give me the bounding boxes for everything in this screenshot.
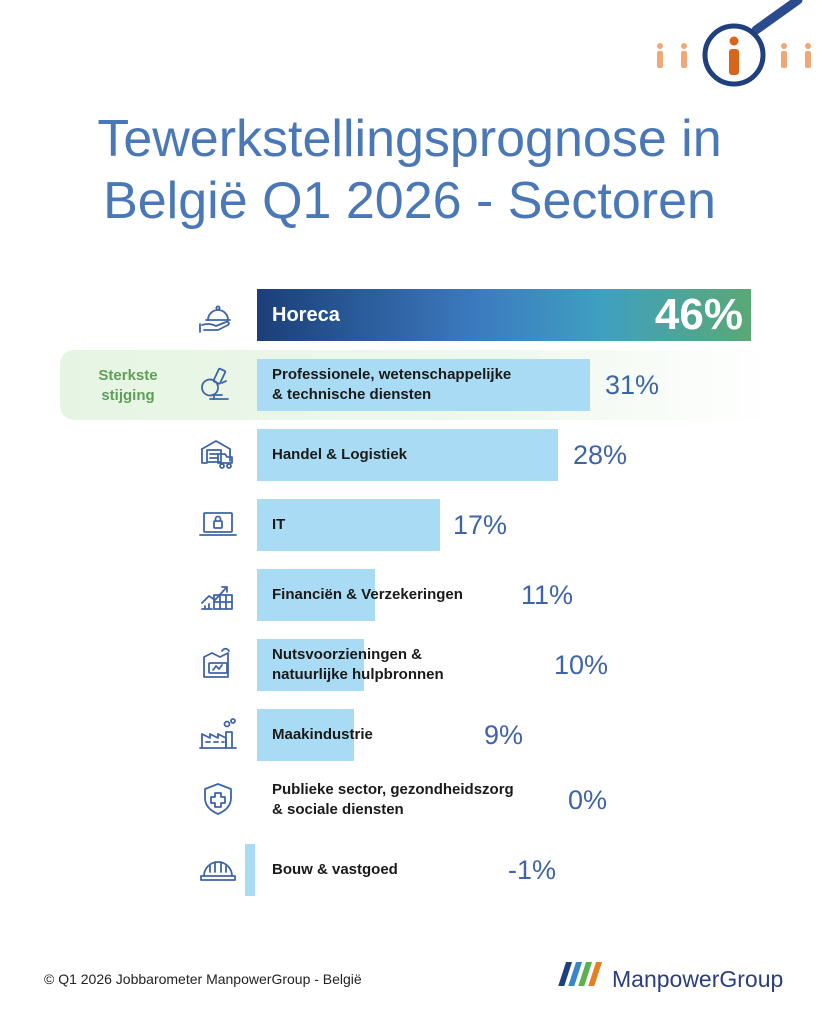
microscope-icon [196,363,240,407]
chart-row: Financiën & Verzekeringen 11% [0,565,819,625]
bar-label: IT [272,495,285,555]
chart-row: Handel & Logistiek 28% [0,425,819,485]
shield-cross-icon [196,778,240,822]
bar [257,499,440,551]
hard-hat-icon [196,848,240,892]
brand-name: ManpowerGroup [612,966,784,992]
chart-row: Professionele, wetenschappelijke & techni… [0,355,819,415]
bar-label: Financiën & Verzekeringen [272,565,463,625]
logo-stripe-3 [578,962,593,986]
bar-value-label: -1% [508,854,557,885]
laptop-lock-icon [196,503,240,547]
bar-value-label: 0% [568,784,608,815]
bar-label-line: Maakindustrie [272,726,373,743]
cloche-serving-icon [196,293,240,337]
bar-label-line: Bouw & vastgoed [272,861,398,878]
page-title: Tewerkstellingsprognose in België Q1 202… [0,108,819,232]
factory-icon [196,713,240,757]
bar [257,289,751,341]
bar [245,844,255,896]
bar [257,639,364,691]
bar [257,569,375,621]
chart-row: Publieke sector, gezondheidszorg & social… [0,770,819,830]
strongest-increase-label: Sterkste stijging [78,366,178,406]
bar-label: Maakindustrie [272,705,373,765]
copyright-text: © Q1 2026 Jobbarometer ManpowerGroup - B… [44,971,362,987]
warehouse-truck-icon [196,433,240,477]
bar-label: Nutsvoorzieningen & natuurlijke hulpbronn… [272,635,444,695]
chart-row: Horeca 46% [0,285,819,345]
bar-label-line: IT [272,516,286,533]
bar-label-line: & technische diensten [272,386,432,403]
chart-row: IT 17% [0,495,819,555]
bar-label: Publieke sector, gezondheidszorg & social… [272,770,514,830]
bar-label-line: natuurlijke hulpbronnen [272,666,444,683]
bar-label-line: Publieke sector, gezondheidszorg [272,781,514,798]
chart-row: Nutsvoorzieningen & natuurlijke hulpbronn… [0,635,819,695]
bar-label: Handel & Logistiek [272,425,407,485]
chart-row: Maakindustrie 9% [0,705,819,765]
bar-label: Professionele, wetenschappelijke & techni… [272,355,511,415]
bar-label-line: Professionele, wetenschappelijke [272,366,512,383]
bar-label: Horeca [272,285,340,345]
bar [257,429,558,481]
bar-value-label: 9% [484,719,524,750]
bar-label-line: & sociale diensten [272,801,404,818]
title-line-1: Tewerkstellingsprognose in [97,110,722,168]
bar-value-label: 10% [554,649,609,680]
manpowergroup-logo [558,962,603,986]
bar-value-label: 46% [654,290,743,339]
bar-label: Bouw & vastgoed [272,840,398,900]
finance-chart-icon [196,573,240,617]
bar-value-label: 17% [453,509,508,540]
chart-row: Bouw & vastgoed -1% [0,840,819,900]
bar [257,359,590,411]
people-magnifier-graphic [657,0,811,87]
strongest-increase-label-line-2: stijging [101,387,155,404]
title-line-2: België Q1 2026 - Sectoren [103,172,716,230]
logo-stripe-1 [558,962,573,986]
bar-value-label: 11% [521,579,574,610]
bar-label-line: Financiën & Verzekeringen [272,586,463,603]
logo-stripe-4 [588,962,603,986]
utility-plant-icon [196,643,240,687]
strongest-increase-label-line-1: Sterkste [98,367,158,384]
bar-label-line: Horeca [272,304,340,326]
logo-stripe-2 [568,962,583,986]
bar [257,709,354,761]
bar-label-line: Nutsvoorzieningen & [272,646,423,663]
bar-label-line: Handel & Logistiek [272,446,408,463]
bar-value-label: 28% [573,439,628,470]
bar-value-label: 31% [605,369,660,400]
